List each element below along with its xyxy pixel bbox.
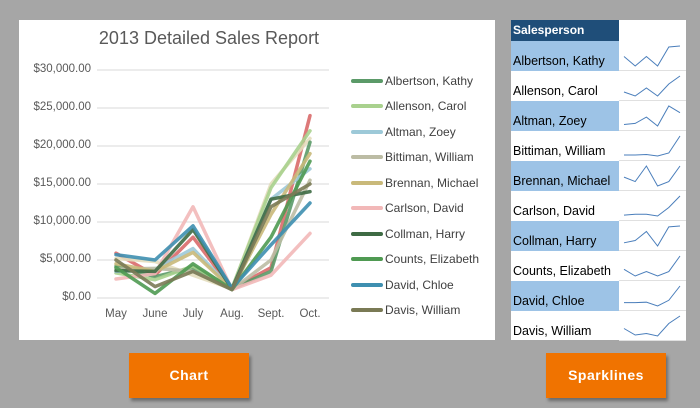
sparkline-cell bbox=[619, 131, 686, 161]
series-line bbox=[114, 201, 312, 290]
sparkline bbox=[623, 225, 681, 247]
legend-swatch-icon bbox=[351, 180, 383, 185]
table-header: Salesperson bbox=[511, 20, 686, 41]
legend-item: Albertson, Kathy bbox=[351, 68, 479, 94]
legend-item: Counts, Elizabeth bbox=[351, 247, 479, 273]
legend-swatch-icon bbox=[351, 231, 383, 236]
legend-item: Collman, Harry bbox=[351, 221, 479, 247]
legend-swatch-icon bbox=[351, 257, 383, 262]
legend-swatch-icon bbox=[351, 78, 383, 83]
legend-item: Allenson, Carol bbox=[351, 94, 479, 120]
x-tick-label: June bbox=[142, 308, 168, 320]
salesperson-cell: Altman, Zoey bbox=[511, 101, 619, 131]
y-tick-label: $10,000.00 bbox=[33, 215, 91, 227]
salesperson-cell: Albertson, Kathy bbox=[511, 41, 619, 71]
sparkline bbox=[623, 315, 681, 337]
legend-item: Brennan, Michael bbox=[351, 170, 479, 196]
header-salesperson: Salesperson bbox=[511, 20, 619, 41]
salesperson-cell: Allenson, Carol bbox=[513, 84, 598, 98]
sparkline bbox=[623, 165, 681, 187]
sparkline bbox=[623, 75, 681, 97]
salesperson-cell: Counts, Elizabeth bbox=[513, 264, 611, 278]
chart-legend: Albertson, Kathy Allenson, Carol Altman, Z… bbox=[351, 68, 479, 323]
table-row: Davis, William bbox=[511, 311, 686, 341]
legend-swatch-icon bbox=[351, 104, 383, 109]
x-tick-label: Oct. bbox=[299, 308, 321, 320]
table-row: Brennan, Michael bbox=[511, 161, 686, 191]
sparkline-cell bbox=[619, 191, 686, 221]
sparkline bbox=[623, 105, 681, 127]
legend-item: Carlson, David bbox=[351, 196, 479, 222]
legend-label: Brennan, Michael bbox=[385, 175, 479, 190]
legend-swatch-icon bbox=[351, 155, 383, 160]
table-row: Collman, Harry bbox=[511, 221, 686, 251]
salesperson-cell: Brennan, Michael bbox=[511, 161, 619, 191]
y-tick-label: $30,000.00 bbox=[33, 63, 91, 75]
salesperson-cell: David, Chloe bbox=[511, 281, 619, 311]
sparkline-cell bbox=[619, 161, 686, 191]
table-row: Carlson, David bbox=[511, 191, 686, 221]
y-tick-label: $5,000.00 bbox=[39, 253, 91, 265]
salesperson-cell: Bittiman, William bbox=[513, 144, 606, 158]
series-line bbox=[114, 159, 312, 296]
salesperson-cell: Davis, William bbox=[513, 324, 592, 338]
sparkline-cell bbox=[619, 251, 686, 281]
series-line bbox=[114, 205, 312, 292]
sparkline bbox=[623, 195, 681, 217]
legend-item: Altman, Zoey bbox=[351, 119, 479, 145]
salesperson-cell: Carlson, David bbox=[513, 204, 595, 218]
sparkline-cell bbox=[619, 101, 686, 131]
legend-label: Bittiman, William bbox=[385, 150, 474, 165]
y-tick-label: $15,000.00 bbox=[33, 177, 91, 189]
x-tick-label: Aug. bbox=[220, 308, 244, 320]
legend-label: Carlson, David bbox=[385, 201, 464, 216]
legend-label: Albertson, Kathy bbox=[385, 73, 474, 88]
legend-label: Altman, Zoey bbox=[385, 124, 456, 139]
table-row: Altman, Zoey bbox=[511, 101, 686, 131]
plot-area bbox=[97, 69, 329, 299]
y-tick-label: $25,000.00 bbox=[33, 101, 91, 113]
legend-swatch-icon bbox=[351, 206, 383, 211]
legend-swatch-icon bbox=[351, 129, 383, 134]
series-line bbox=[114, 182, 312, 292]
sparkline-cell bbox=[619, 221, 686, 251]
x-tick-label: Sept. bbox=[257, 308, 285, 320]
legend-swatch-icon bbox=[351, 308, 383, 313]
legend-item: Davis, William bbox=[351, 298, 479, 324]
salesperson-cell: Collman, Harry bbox=[511, 221, 619, 251]
chart-title: 2013 Detailed Sales Report bbox=[98, 28, 320, 48]
legend-label: Allenson, Carol bbox=[385, 99, 467, 114]
legend-item: David, Chloe bbox=[351, 272, 479, 298]
x-tick-label: July bbox=[182, 308, 204, 320]
sparkline-cell bbox=[619, 41, 686, 71]
table-row: Allenson, Carol bbox=[511, 71, 686, 101]
y-tick-label: $0.00 bbox=[62, 291, 91, 303]
legend-label: David, Chloe bbox=[385, 277, 454, 292]
sparkline bbox=[623, 255, 681, 277]
chart-panel: 2013 Detailed Sales Report $0.00 $5,000.0… bbox=[19, 20, 495, 340]
chart-button[interactable]: Chart bbox=[129, 353, 249, 398]
legend-item: Bittiman, William bbox=[351, 145, 479, 171]
sparklines-button[interactable]: Sparklines bbox=[546, 353, 666, 398]
sparkline-cell bbox=[619, 71, 686, 101]
sparkline-cell bbox=[619, 281, 686, 311]
sparkline bbox=[624, 135, 681, 157]
legend-swatch-icon bbox=[351, 282, 383, 287]
y-tick-label: $20,000.00 bbox=[33, 139, 91, 151]
legend-label: Collman, Harry bbox=[385, 226, 466, 241]
sparkline bbox=[624, 285, 681, 307]
table-row: Bittiman, William bbox=[511, 131, 686, 161]
sparkline bbox=[623, 45, 681, 67]
table-row: Counts, Elizabeth bbox=[511, 251, 686, 281]
sparkline-cell bbox=[619, 311, 686, 341]
legend-label: Davis, William bbox=[385, 303, 461, 318]
sparkline-table: Salesperson Albertson, Kathy Allenson, Ca… bbox=[511, 20, 686, 341]
x-tick-label: May bbox=[105, 308, 127, 320]
table-row: David, Chloe bbox=[511, 281, 686, 311]
table-row: Albertson, Kathy bbox=[511, 41, 686, 71]
legend-label: Counts, Elizabeth bbox=[385, 252, 480, 267]
